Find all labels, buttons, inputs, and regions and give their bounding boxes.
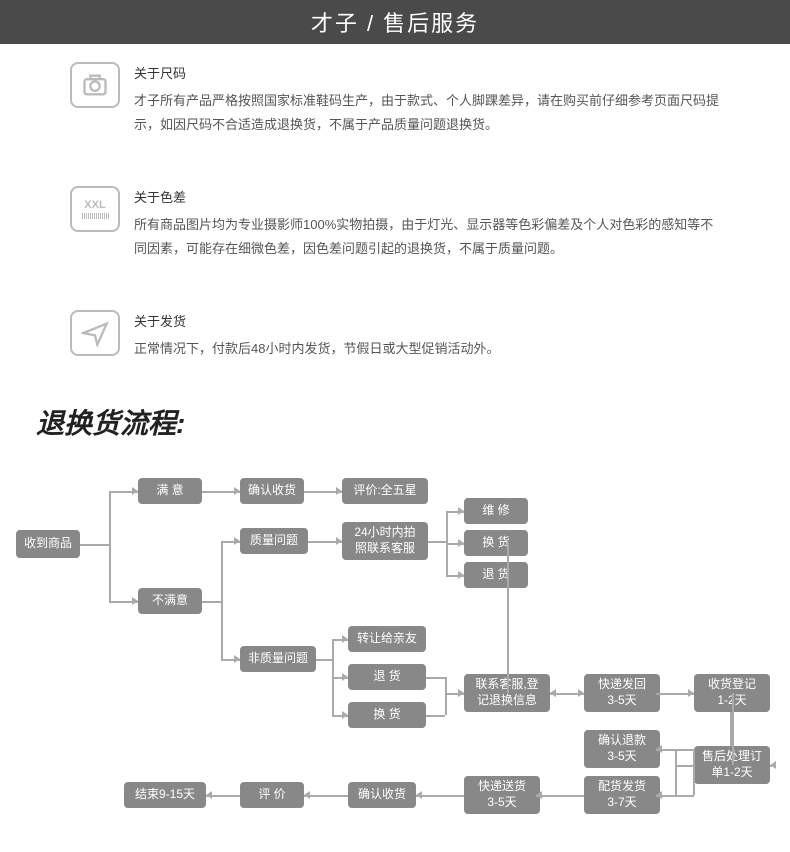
plane-icon xyxy=(70,310,120,356)
info-block: 关于发货正常情况下，付款后48小时内发货，节假日或大型促销活动外。 xyxy=(0,292,790,391)
info-body: 才子所有产品严格按照国家标准鞋码生产，由于款式、个人脚踝差异，请在购买前仔细参考… xyxy=(134,89,720,138)
arrow-icon xyxy=(688,689,694,697)
flow-edge xyxy=(445,693,447,715)
flow-edge xyxy=(675,765,694,767)
info-block: XXL 关于色差所有商品图片均为专业摄影师100%实物拍摄，由于灯光、显示器等色彩… xyxy=(0,168,790,292)
flow-edge xyxy=(730,712,732,746)
flow-edge xyxy=(550,693,567,695)
flow-node: 确认收货 xyxy=(348,782,416,808)
flow-node: 结束9-15天 xyxy=(124,782,206,808)
flow-edge xyxy=(109,491,111,544)
flow-node: 转让给亲友 xyxy=(348,626,426,652)
arrow-icon xyxy=(336,487,342,495)
flow-node: 满 意 xyxy=(138,478,202,504)
flow-edge xyxy=(675,749,677,765)
flow-node: 不满意 xyxy=(138,588,202,614)
info-title: 关于发货 xyxy=(134,310,499,335)
arrow-icon xyxy=(206,791,212,799)
flow-edge xyxy=(202,601,221,603)
arrow-icon xyxy=(234,655,240,663)
flow-node: 评价:全五星 xyxy=(342,478,428,504)
arrow-icon xyxy=(342,673,348,681)
arrow-icon xyxy=(458,539,464,547)
flow-edge xyxy=(446,511,448,541)
arrow-icon xyxy=(336,537,342,545)
arrow-icon xyxy=(458,507,464,515)
flow-node: 评 价 xyxy=(240,782,304,808)
flow-node: 快递发回3-5天 xyxy=(584,674,660,712)
info-body: 正常情况下，付款后48小时内发货，节假日或大型促销活动外。 xyxy=(134,337,499,362)
flow-edge xyxy=(440,795,464,797)
flow-edge xyxy=(316,659,332,661)
info-block: 关于尺码才子所有产品严格按照国家标准鞋码生产，由于款式、个人脚踝差异，请在购买前… xyxy=(0,44,790,168)
flow-edge xyxy=(445,677,447,693)
flow-edge xyxy=(332,659,334,715)
flow-edge xyxy=(693,749,695,795)
flow-edge xyxy=(202,491,221,493)
flow-edge xyxy=(656,795,694,797)
flow-node: 退 货 xyxy=(348,664,426,690)
flow-edge xyxy=(507,575,509,693)
camera-icon xyxy=(70,62,120,108)
flow-edge xyxy=(304,491,323,493)
flow-edge xyxy=(507,543,509,545)
arrow-icon xyxy=(234,537,240,545)
arrow-icon xyxy=(458,689,464,697)
flow-node: 维 修 xyxy=(464,498,528,524)
flow-edge xyxy=(428,541,446,543)
flow-node: 配货发货3-7天 xyxy=(584,776,660,814)
flow-edge xyxy=(223,795,240,797)
flow-title: 退换货流程: xyxy=(0,392,790,460)
flow-node: 非质量问题 xyxy=(240,646,316,672)
flow-edge xyxy=(732,693,734,765)
info-text: 关于尺码才子所有产品严格按照国家标准鞋码生产，由于款式、个人脚踝差异，请在购买前… xyxy=(134,62,720,138)
flow-edge xyxy=(507,575,509,577)
flow-node: 收到商品 xyxy=(16,530,80,558)
info-title: 关于尺码 xyxy=(134,62,720,87)
flow-node: 确认退款3-5天 xyxy=(584,730,660,768)
arrow-icon xyxy=(234,487,240,495)
flow-edge xyxy=(675,765,677,795)
flow-edge xyxy=(426,677,445,679)
flow-edge xyxy=(221,601,223,659)
info-body: 所有商品图片均为专业摄影师100%实物拍摄，由于灯光、显示器等色彩偏差及个人对色… xyxy=(134,213,720,262)
xxl-icon: XXL xyxy=(70,186,120,232)
arrow-icon xyxy=(458,571,464,579)
info-title: 关于色差 xyxy=(134,186,720,211)
flow-edge xyxy=(332,639,334,659)
flow-edge xyxy=(446,541,448,575)
arrow-icon xyxy=(770,761,776,769)
flow-node: 24小时内拍照联系客服 xyxy=(342,522,428,560)
arrow-icon xyxy=(578,689,584,697)
arrow-icon xyxy=(342,635,348,643)
arrow-icon xyxy=(416,791,422,799)
flow-edge xyxy=(326,795,348,797)
flow-edge xyxy=(109,544,111,601)
flow-edge xyxy=(308,541,325,543)
flow-edge xyxy=(560,795,584,797)
flow-node: 质量问题 xyxy=(240,528,308,554)
flow-edge xyxy=(656,749,694,751)
flow-node: 确认收货 xyxy=(240,478,304,504)
flowchart: 收到商品满 意确认收货评价:全五星不满意质量问题24小时内拍照联系客服维 修换 … xyxy=(0,460,790,830)
arrow-icon xyxy=(304,791,310,799)
arrow-icon xyxy=(536,791,542,799)
arrow-icon xyxy=(342,711,348,719)
banner: 才子 / 售后服务 xyxy=(0,0,790,44)
flow-edge xyxy=(656,693,675,695)
flow-node: 退 货 xyxy=(464,562,528,588)
flow-edge xyxy=(732,693,734,695)
info-text: 关于色差所有商品图片均为专业摄影师100%实物拍摄，由于灯光、显示器等色彩偏差及… xyxy=(134,186,720,262)
info-text: 关于发货正常情况下，付款后48小时内发货，节假日或大型促销活动外。 xyxy=(134,310,499,361)
flow-node: 换 货 xyxy=(348,702,426,728)
arrow-icon xyxy=(132,597,138,605)
flow-edge xyxy=(221,541,223,601)
flow-edge xyxy=(426,715,445,717)
arrow-icon xyxy=(132,487,138,495)
flow-node: 换 货 xyxy=(464,530,528,556)
flow-edge xyxy=(80,544,109,546)
flow-node: 快递送货3-5天 xyxy=(464,776,540,814)
